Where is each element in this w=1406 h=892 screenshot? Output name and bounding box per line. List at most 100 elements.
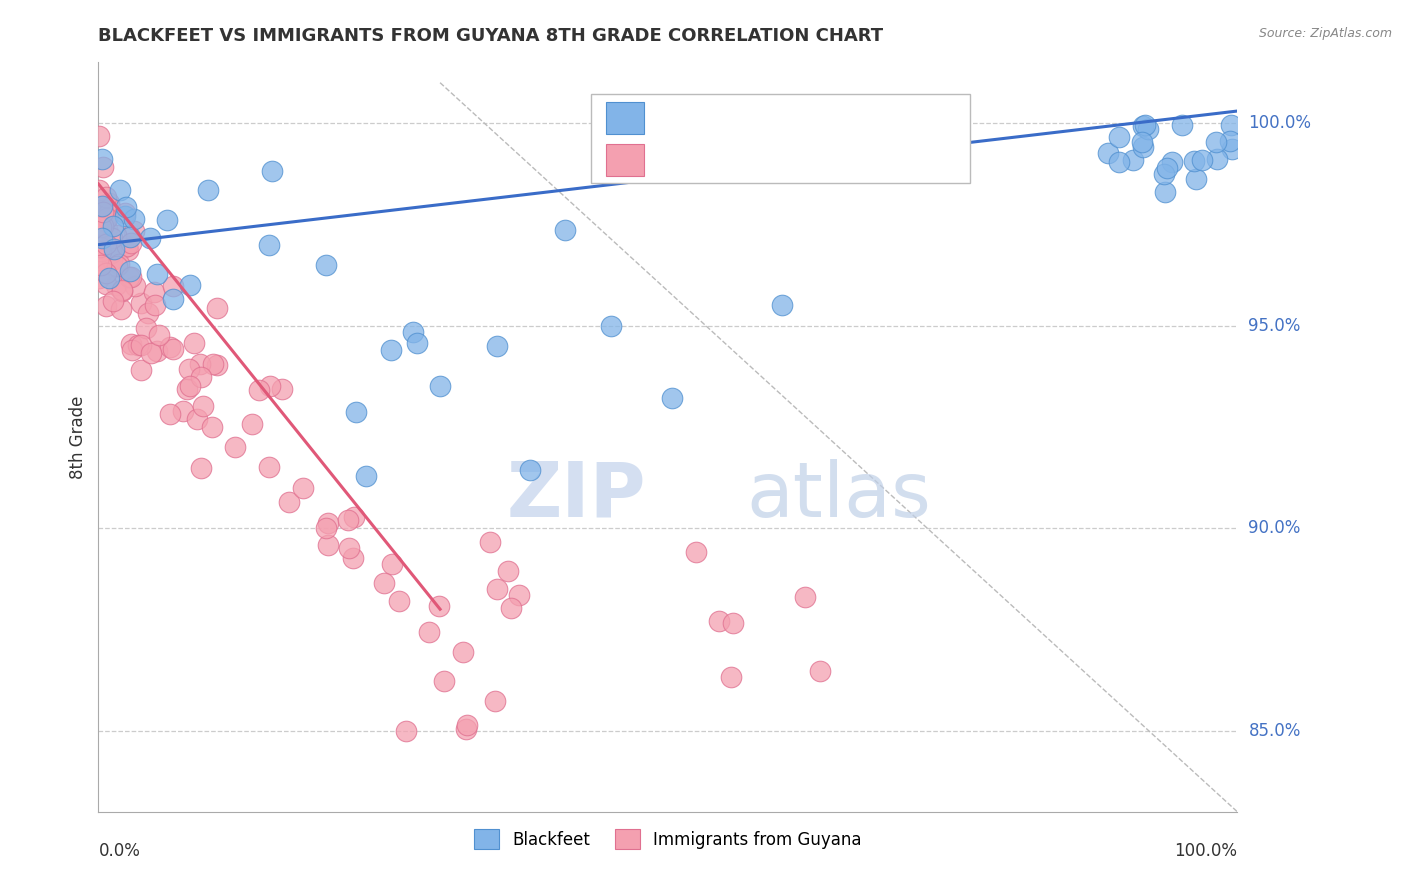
Point: [146, 344, 169, 359]
Point: [343, 510, 366, 524]
Point: [162, 292, 184, 306]
Point: [114, 206, 136, 220]
Point: [100, 243, 122, 257]
Point: [89, 129, 111, 144]
Point: [278, 495, 301, 509]
Point: [179, 278, 201, 293]
Point: [115, 239, 138, 253]
Point: [91, 205, 114, 219]
Point: [118, 264, 141, 278]
Point: [486, 582, 509, 596]
Point: [381, 557, 404, 571]
Point: [259, 379, 281, 393]
Point: [247, 383, 270, 397]
Point: [1156, 161, 1178, 175]
Text: 100.0%: 100.0%: [1249, 114, 1312, 132]
Point: [90, 231, 112, 245]
Point: [707, 615, 730, 629]
Point: [89, 256, 111, 270]
Point: [90, 244, 112, 258]
Point: [451, 645, 474, 659]
Point: [87, 183, 110, 197]
Point: [96, 266, 118, 280]
Text: 0.0%: 0.0%: [98, 842, 141, 860]
Point: [405, 335, 427, 350]
Point: [120, 269, 142, 284]
Point: [122, 212, 145, 227]
Point: [91, 219, 114, 233]
Point: [1154, 185, 1177, 199]
Point: [101, 230, 124, 244]
Point: [98, 196, 121, 211]
Point: [1133, 118, 1156, 132]
Point: [142, 285, 165, 299]
Point: [808, 665, 831, 679]
Point: [259, 237, 281, 252]
Point: [89, 271, 111, 285]
Point: [395, 723, 418, 738]
Point: [101, 219, 124, 233]
Point: [104, 228, 127, 243]
Point: [110, 283, 132, 297]
Point: [120, 236, 142, 251]
Point: [262, 164, 284, 178]
Point: [1182, 154, 1205, 169]
Point: [1132, 120, 1154, 134]
Point: [124, 278, 146, 293]
Point: [162, 342, 184, 356]
Point: [1191, 153, 1213, 167]
Point: [96, 211, 118, 226]
Point: [110, 301, 132, 316]
Point: [90, 219, 112, 234]
Point: [316, 538, 339, 552]
Point: [720, 670, 742, 684]
Point: [110, 184, 132, 198]
Point: [456, 718, 478, 732]
Point: [501, 600, 523, 615]
Point: [127, 338, 149, 352]
Point: [270, 382, 292, 396]
Text: 85.0%: 85.0%: [1249, 722, 1301, 739]
Point: [87, 211, 110, 226]
Point: [793, 591, 815, 605]
Point: [94, 236, 117, 251]
Point: [156, 213, 179, 227]
Point: [114, 200, 136, 214]
Point: [104, 278, 127, 293]
Point: [135, 321, 157, 335]
Point: [1130, 135, 1153, 149]
Point: [111, 284, 134, 298]
Point: [97, 242, 120, 256]
Point: [121, 343, 143, 357]
Point: [97, 207, 120, 221]
Point: [100, 252, 122, 267]
Point: [1122, 153, 1144, 167]
Point: [205, 358, 228, 372]
Point: [1161, 154, 1184, 169]
Y-axis label: 8th Grade: 8th Grade: [69, 395, 87, 479]
Point: [148, 328, 170, 343]
Point: [172, 404, 194, 418]
Point: [129, 295, 152, 310]
Point: [94, 214, 117, 228]
Point: [98, 201, 121, 215]
Point: [1097, 146, 1119, 161]
Point: [146, 267, 169, 281]
Point: [91, 199, 114, 213]
Legend: Blackfeet, Immigrants from Guyana: Blackfeet, Immigrants from Guyana: [467, 822, 869, 855]
Point: [107, 257, 129, 271]
Point: [188, 357, 211, 371]
Point: [1170, 118, 1192, 132]
Text: 100.0%: 100.0%: [1174, 842, 1237, 860]
Point: [318, 516, 340, 530]
Point: [1153, 167, 1175, 181]
Point: [685, 545, 707, 559]
Point: [224, 440, 246, 454]
Bar: [606, 102, 644, 134]
Point: [486, 339, 509, 353]
Point: [484, 694, 506, 708]
Point: [197, 183, 219, 197]
Point: [1205, 136, 1227, 150]
Point: [661, 391, 683, 405]
Text: BLACKFEET VS IMMIGRANTS FROM GUYANA 8TH GRADE CORRELATION CHART: BLACKFEET VS IMMIGRANTS FROM GUYANA 8TH …: [98, 27, 883, 45]
